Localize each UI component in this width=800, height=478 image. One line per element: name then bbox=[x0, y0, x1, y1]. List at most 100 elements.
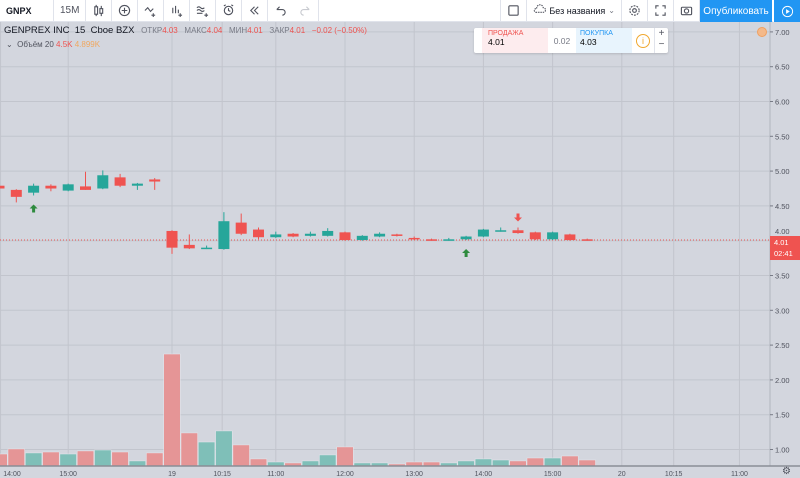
sell-arrow-icon bbox=[514, 213, 522, 222]
buy-arrow-icon bbox=[29, 204, 38, 213]
low-value: 4.01 bbox=[247, 26, 263, 35]
volume-ma-value: 4.899K bbox=[74, 40, 101, 49]
compare-plus-icon[interactable] bbox=[112, 0, 139, 22]
volume-value: 4.5K bbox=[56, 40, 73, 49]
collapse-chevron-icon[interactable]: ⌄ bbox=[6, 40, 13, 49]
price-tick-label: 5.50 bbox=[775, 132, 790, 141]
volume-bar bbox=[544, 457, 562, 467]
fullscreen-icon[interactable] bbox=[648, 0, 674, 22]
symbol-name: GENPREX INC bbox=[4, 25, 70, 36]
price-tick-label: 3.00 bbox=[775, 306, 790, 315]
layout-name-dropdown[interactable]: Без названия ⌄ bbox=[527, 0, 622, 22]
sell-button[interactable]: ПРОДАЖА 4.01 bbox=[482, 28, 548, 53]
price-tick-label: 2.50 bbox=[775, 341, 790, 350]
volume-bar bbox=[146, 452, 164, 467]
quantity-plus-button[interactable]: + bbox=[658, 28, 665, 39]
volume-bar bbox=[180, 432, 198, 467]
countdown-label: 02:41 bbox=[774, 249, 793, 258]
candle-body bbox=[477, 229, 489, 237]
candle-body bbox=[201, 247, 213, 250]
candle-body bbox=[218, 221, 230, 250]
cloud-icon bbox=[533, 3, 547, 19]
candle-body bbox=[10, 189, 22, 197]
interval-button[interactable]: 15M bbox=[54, 0, 87, 22]
candle-body bbox=[28, 185, 40, 193]
price-tick-label: 7.00 bbox=[775, 28, 790, 37]
camera-icon[interactable] bbox=[674, 0, 700, 22]
price-tick-label: 1.50 bbox=[775, 411, 790, 420]
price-chart[interactable]: 7.00 6.50 6.00 5.50 5.00 4.50 4.00 3.50 3.00 2.50… bbox=[0, 22, 800, 478]
spread-value: 0.02 bbox=[553, 35, 571, 46]
buy-label: ПОКУПКА bbox=[580, 30, 613, 37]
candle-body bbox=[253, 229, 264, 238]
indicators-icon[interactable] bbox=[138, 0, 165, 22]
last-price-label: 4.01 bbox=[774, 238, 789, 247]
price-tick-label: 6.50 bbox=[775, 63, 790, 72]
candle-body bbox=[374, 233, 386, 237]
candle-body bbox=[97, 175, 109, 189]
volume-bar bbox=[215, 430, 233, 467]
high-value: 4.04 bbox=[206, 26, 223, 35]
volume-bar bbox=[42, 451, 60, 467]
price-tick-label: 1.00 bbox=[775, 446, 790, 455]
layout-name: Без названия bbox=[549, 5, 606, 16]
open-label: ОТКР bbox=[141, 26, 163, 35]
price-tick-label: 3.50 bbox=[775, 272, 790, 281]
alert-clock-icon[interactable] bbox=[216, 0, 243, 22]
volume-legend[interactable]: ⌄ Объём 20 4.5K 4.899K bbox=[6, 40, 100, 49]
candle-body bbox=[235, 222, 247, 234]
settings-gear-icon[interactable] bbox=[622, 0, 648, 22]
candles-icon[interactable] bbox=[86, 0, 113, 22]
candle-body bbox=[495, 230, 507, 232]
redo-icon[interactable] bbox=[293, 0, 320, 22]
chart-background bbox=[0, 22, 770, 466]
quantity-minus-button[interactable]: − bbox=[658, 39, 665, 50]
financials-icon[interactable] bbox=[164, 0, 191, 22]
volume-bar bbox=[7, 448, 25, 467]
volume-bar bbox=[232, 444, 250, 467]
buy-sell-panel: ПРОДАЖА 4.01 0.02 ПОКУПКА 4.03 i + − bbox=[474, 28, 668, 53]
candle-body bbox=[166, 230, 178, 248]
candle-body bbox=[287, 233, 299, 237]
volume-bar bbox=[492, 459, 510, 467]
price-tick-label: 5.00 bbox=[775, 167, 790, 176]
axis-settings-gear-icon[interactable]: ⚙ bbox=[782, 466, 791, 477]
replay-icon[interactable] bbox=[242, 0, 269, 22]
buy-arrow-icon bbox=[462, 249, 471, 258]
candle-body bbox=[114, 177, 126, 186]
templates-icon[interactable] bbox=[190, 0, 217, 22]
buy-price: 4.03 bbox=[580, 37, 597, 47]
volume-bar bbox=[198, 441, 216, 467]
time-tick-label: 14:00 bbox=[3, 471, 21, 478]
price-tick-label: 6.00 bbox=[775, 98, 790, 107]
candle-body bbox=[547, 232, 559, 240]
time-tick-label: 20 bbox=[618, 471, 626, 478]
layout-checkbox[interactable] bbox=[500, 0, 528, 22]
play-icon[interactable] bbox=[773, 0, 800, 22]
sell-label: ПРОДАЖА bbox=[488, 30, 524, 37]
candle-body bbox=[131, 183, 143, 186]
volume-bar bbox=[561, 455, 579, 467]
volume-bar bbox=[0, 453, 8, 467]
candle-body bbox=[322, 230, 334, 236]
chevron-down-icon: ⌄ bbox=[608, 6, 615, 15]
close-value: 4.01 bbox=[289, 26, 306, 35]
buy-button[interactable]: ПОКУПКА 4.03 bbox=[576, 28, 632, 53]
legend-exchange: Cboe BZX bbox=[90, 25, 135, 36]
volume-bar bbox=[163, 353, 181, 467]
candle-body bbox=[149, 179, 161, 182]
publish-button[interactable]: Опубликовать bbox=[700, 0, 772, 22]
candle-body bbox=[460, 236, 472, 240]
volume-bar bbox=[336, 446, 354, 467]
info-icon[interactable]: i bbox=[632, 28, 654, 53]
volume-bar bbox=[457, 460, 475, 467]
candle-body bbox=[443, 239, 455, 241]
time-tick-label: 10:15 bbox=[213, 471, 231, 478]
volume-bar bbox=[25, 452, 43, 467]
symbol-search[interactable]: GNPX bbox=[0, 0, 54, 22]
undo-icon[interactable] bbox=[268, 0, 293, 22]
low-label: МИН bbox=[228, 26, 248, 35]
volume-bar bbox=[128, 460, 146, 467]
candle-body bbox=[339, 232, 351, 241]
candle-body bbox=[391, 234, 403, 236]
